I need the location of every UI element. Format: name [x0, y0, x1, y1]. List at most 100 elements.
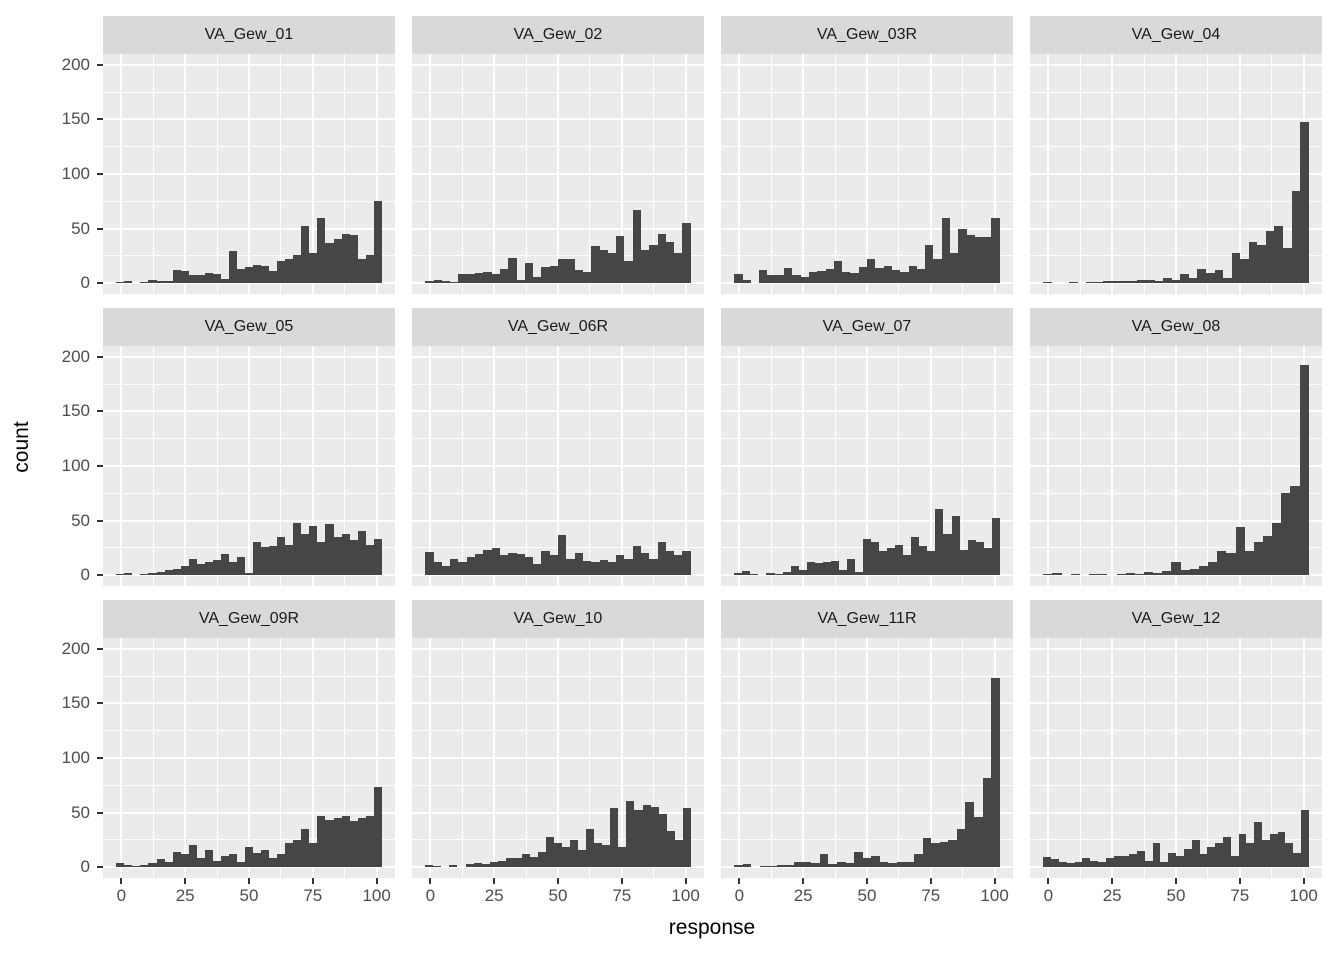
histogram-bar — [1205, 273, 1215, 284]
histogram-bar — [164, 861, 173, 868]
facet-strip-label: VA_Gew_05 — [103, 308, 395, 346]
facet-panel: VA_Gew_11R 0 25 50 75 100 — [721, 600, 1013, 905]
gridline-minor — [962, 54, 964, 294]
histogram-bar — [524, 556, 534, 576]
gridline-minor — [216, 54, 218, 294]
gridline-minor — [834, 54, 836, 294]
histogram-bar — [236, 556, 246, 576]
histogram-bar — [124, 864, 133, 868]
gridline-major — [1175, 54, 1177, 294]
gridline-major — [866, 346, 868, 586]
histogram-bar — [798, 569, 807, 576]
gridline-major — [1111, 54, 1114, 294]
histogram-bar — [991, 678, 1000, 868]
histogram-bar — [473, 862, 482, 868]
histogram-bar — [879, 861, 889, 868]
histogram-bar — [1129, 854, 1138, 868]
histogram-bar — [825, 268, 834, 284]
histogram-bar — [759, 270, 768, 284]
gridline-minor — [1143, 638, 1145, 878]
histogram-bar — [325, 242, 334, 284]
gridline-minor — [152, 54, 154, 294]
y-axis-tick — [97, 647, 103, 650]
histogram-bar — [759, 866, 769, 868]
y-axis-tick — [97, 866, 103, 869]
histogram-bar — [750, 574, 759, 576]
gridline-major — [1238, 638, 1241, 878]
histogram-bar — [277, 536, 286, 576]
gridline-major — [620, 346, 623, 586]
histogram-bar — [333, 818, 342, 868]
x-tick-label: 100 — [362, 886, 391, 905]
histogram-bar — [586, 828, 595, 868]
histogram-bar — [228, 854, 237, 868]
histogram-bar — [879, 551, 888, 576]
plot-panel — [1030, 638, 1322, 878]
histogram-bar — [959, 550, 968, 576]
histogram-bar — [1238, 834, 1247, 868]
histogram-bar — [204, 273, 213, 284]
histogram-bar — [1171, 279, 1181, 284]
histogram-bar — [951, 516, 960, 576]
histogram-bar — [607, 562, 617, 576]
histogram-bar — [549, 265, 559, 284]
x-tick-label: 100 — [1289, 886, 1318, 905]
histogram-bar — [790, 566, 799, 576]
x-axis-tick — [620, 878, 623, 884]
histogram-bar — [888, 862, 897, 868]
gridline-major — [929, 346, 932, 586]
gridline-major — [1175, 346, 1177, 586]
histogram-bar — [1103, 280, 1112, 284]
gridline-minor — [1271, 54, 1273, 294]
histogram-bar — [505, 858, 514, 868]
histogram-bar — [1231, 252, 1241, 284]
gridline-minor — [280, 346, 282, 586]
plot-panel — [103, 638, 395, 878]
histogram-bar — [657, 542, 666, 576]
histogram-bar — [682, 223, 691, 284]
gridline-minor — [589, 54, 591, 294]
gridline-minor — [280, 54, 282, 294]
histogram-bar — [1116, 574, 1126, 576]
histogram-bar — [616, 236, 625, 284]
histogram-bar — [854, 851, 863, 868]
histogram-bar — [357, 259, 366, 284]
x-tick-label: 0 — [425, 886, 436, 905]
histogram-bar — [441, 280, 451, 284]
gridline-minor — [898, 638, 900, 878]
gridline-minor — [770, 638, 772, 878]
gridline-minor — [152, 638, 154, 878]
histogram-bar — [591, 562, 600, 576]
facet-strip-label: VA_Gew_04 — [1030, 16, 1322, 54]
histogram-bar — [814, 563, 823, 576]
histogram-bar — [1043, 857, 1052, 868]
histogram-bar — [982, 777, 992, 868]
x-tick-label: 100 — [980, 886, 1009, 905]
facet-panel: VA_Gew_09R 200 150 100 50 0 0 25 50 75 100 — [62, 600, 395, 905]
histogram-bar — [373, 787, 382, 868]
gridline-major — [802, 638, 805, 878]
histogram-bar — [842, 272, 851, 284]
histogram-bar — [632, 545, 641, 576]
histogram-bar — [808, 272, 818, 284]
histogram-bar — [293, 839, 302, 868]
x-tick-label: 50 — [1166, 886, 1186, 905]
histogram-bar — [566, 259, 575, 284]
histogram-bar — [491, 274, 500, 284]
gridline-minor — [525, 346, 527, 586]
histogram-bar — [489, 861, 498, 868]
histogram-bar — [253, 542, 262, 576]
histogram-bars — [734, 638, 1000, 868]
histogram-bar — [1301, 810, 1309, 868]
y-axis-tick — [97, 702, 103, 705]
histogram-bar — [1074, 861, 1083, 868]
gridline-minor — [1271, 346, 1273, 586]
histogram-bar — [1121, 856, 1130, 868]
histogram-bar — [188, 845, 197, 868]
histogram-bar — [521, 854, 530, 868]
gridline-major — [493, 54, 496, 294]
histogram-bar — [516, 554, 525, 576]
x-tick-label: 100 — [671, 886, 700, 905]
histogram-bar — [674, 839, 683, 868]
histogram-bar — [180, 854, 189, 868]
